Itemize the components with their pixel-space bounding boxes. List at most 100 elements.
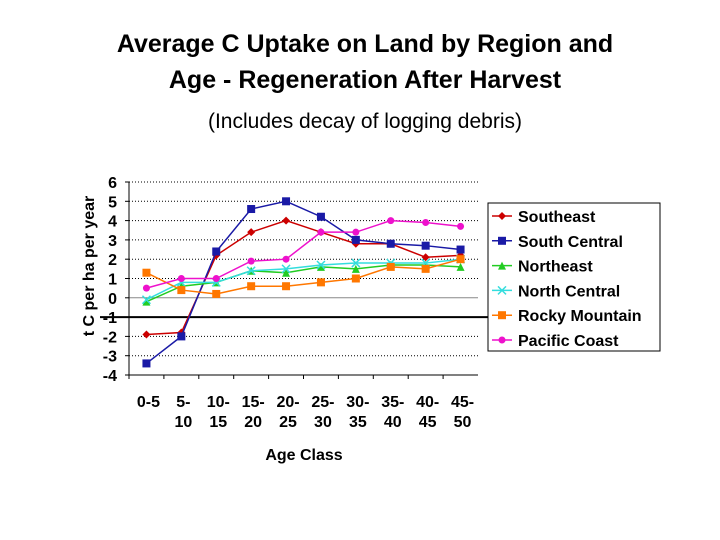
x-tick-label: 40-	[416, 394, 439, 411]
legend-marker	[497, 285, 507, 295]
legend-item-rocky-mountain: Rocky Mountain	[492, 308, 642, 325]
data-point-pacific-coast	[422, 219, 430, 227]
legend-marker	[498, 236, 506, 245]
data-point-pacific-coast	[177, 275, 185, 282]
data-point-rocky-mountain	[212, 289, 221, 298]
x-stroke	[497, 285, 507, 295]
x-stroke	[351, 258, 361, 268]
series-lines	[141, 197, 466, 368]
data-point-rocky-mountain	[142, 268, 151, 277]
y-tick-label: 6	[108, 175, 117, 192]
data-point-southeast	[421, 253, 430, 262]
data-point-pacific-coast	[247, 257, 255, 265]
x-tick-label: 35-	[381, 394, 404, 411]
data-point-north-central	[351, 258, 361, 268]
y-tick-label: 0	[108, 291, 117, 308]
y-tick-label: 5	[108, 194, 117, 211]
data-point-northeast	[142, 297, 151, 306]
legend: Southeast South Central Northeast North Cen…	[487, 202, 661, 352]
x-tick-label: 25-	[311, 394, 334, 411]
data-point-south-central	[421, 241, 430, 250]
x-tick-label-line2: 45	[419, 414, 437, 431]
x-tick-label-line2: 10	[174, 414, 192, 431]
chart-title-line2: Age - Regeneration After Harvest	[168, 66, 562, 94]
y-tick-label: -3	[103, 349, 117, 366]
y-tick-labels: 6 5 4 3 2 1 0 -1 -2 -3 -4	[103, 175, 117, 385]
data-point-pacific-coast	[352, 228, 360, 236]
data-point-south-central	[142, 359, 151, 368]
legend-label: South Central	[518, 234, 623, 251]
data-point-southeast	[282, 216, 291, 225]
data-point-rocky-mountain	[316, 278, 325, 287]
legend-item-south-central: South Central	[492, 234, 623, 251]
data-point-northeast	[351, 264, 360, 273]
y-axis-title: t C per ha per year	[81, 196, 98, 337]
chart-title-line1: Average C Uptake on Land by Region and	[116, 30, 614, 58]
x-tick-label-line2: 15	[209, 414, 227, 431]
data-point-southeast	[247, 228, 256, 237]
legend-marker	[498, 261, 506, 270]
data-point-northeast	[282, 268, 291, 277]
data-point-pacific-coast	[457, 222, 465, 230]
legend-label: Rocky Mountain	[518, 308, 642, 325]
data-point-north-central	[141, 295, 151, 305]
x-stroke	[281, 264, 291, 274]
legend-label: North Central	[518, 283, 620, 300]
legend-marker	[498, 212, 506, 220]
series-south-central	[142, 197, 465, 368]
legend-label: Northeast	[518, 259, 593, 276]
legend-marker	[498, 311, 506, 320]
data-point-south-central	[212, 247, 221, 256]
legend-label: Southeast	[518, 209, 596, 226]
data-point-pacific-coast	[317, 228, 325, 236]
data-point-pacific-coast	[387, 217, 395, 225]
data-point-rocky-mountain	[177, 286, 186, 295]
data-point-south-central	[282, 197, 291, 206]
data-point-pacific-coast	[142, 284, 150, 292]
data-point-north-central	[246, 266, 256, 276]
data-point-south-central	[177, 332, 186, 341]
data-point-north-central	[281, 264, 291, 274]
data-point-rocky-mountain	[456, 255, 465, 264]
x-tick-labels: 0-5 5- 10 10- 15 15- 20 20- 25 25- 30 30- 35 35- 40 40-…	[137, 394, 474, 431]
x-tick-label-line2: 35	[349, 414, 367, 431]
y-tick-label: -4	[103, 368, 117, 385]
series-north-central	[141, 254, 466, 305]
x-tick-label-line2: 40	[384, 414, 402, 431]
x-tick-label: 10-	[207, 394, 230, 411]
data-point-pacific-coast	[212, 275, 220, 282]
data-point-pacific-coast	[282, 255, 290, 263]
data-point-south-central	[351, 235, 360, 244]
x-tick-label-line2: 30	[314, 414, 332, 431]
series-line-northeast	[146, 264, 461, 303]
chart-subtitle: (Includes decay of logging debris)	[207, 110, 522, 133]
legend-item-northeast: Northeast	[492, 259, 593, 276]
series-southeast	[142, 216, 465, 339]
data-point-rocky-mountain	[386, 262, 395, 271]
x-tick-label: 15-	[242, 394, 265, 411]
data-point-northeast	[456, 262, 465, 271]
legend-label: Pacific Coast	[518, 333, 619, 350]
x-tick-label: 0-5	[137, 394, 160, 411]
x-tick-label: 20-	[276, 394, 299, 411]
x-stroke	[141, 295, 151, 305]
legend-marker	[498, 336, 506, 344]
legend-box	[487, 202, 661, 352]
x-stroke	[246, 266, 256, 276]
data-point-southeast	[142, 330, 151, 339]
y-tick-label: -1	[103, 310, 117, 327]
data-point-northeast	[316, 262, 325, 271]
data-point-rocky-mountain	[247, 282, 256, 291]
x-tick-label-line2: 20	[244, 414, 262, 431]
data-point-south-central	[456, 245, 465, 254]
data-point-rocky-mountain	[421, 264, 430, 273]
series-line-rocky-mountain	[146, 258, 461, 295]
y-tick-label: 4	[108, 214, 117, 231]
x-tick-label: 45-	[451, 394, 474, 411]
data-point-rocky-mountain	[282, 282, 291, 291]
data-point-rocky-mountain	[351, 274, 360, 283]
data-point-north-central	[316, 260, 326, 270]
y-tick-label: 2	[108, 252, 117, 269]
series-rocky-mountain	[142, 255, 465, 298]
